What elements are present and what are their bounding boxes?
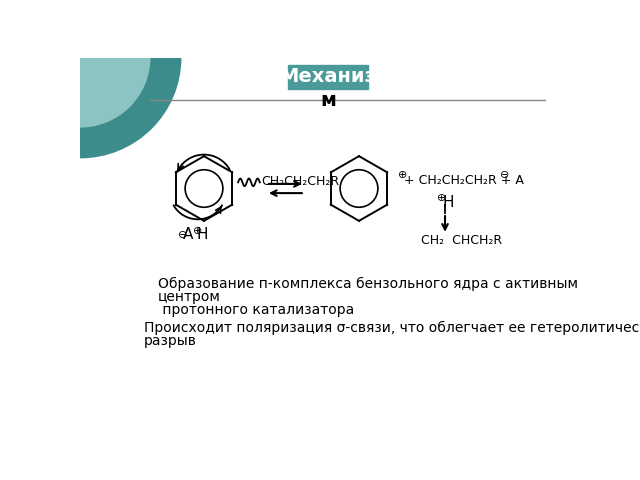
- Text: CH₂CH₂CH₂R: CH₂CH₂CH₂R: [261, 175, 339, 188]
- Text: ⊕: ⊕: [397, 170, 407, 180]
- Text: Происходит поляризация σ-связи, что облегчает ее гетеролитический: Происходит поляризация σ-связи, что обле…: [143, 321, 640, 335]
- Text: Образование п-комплекса бензольного ядра с активным: Образование п-комплекса бензольного ядра…: [157, 277, 577, 291]
- Text: H: H: [443, 195, 454, 210]
- Circle shape: [0, 0, 180, 158]
- Text: Механиз: Механиз: [280, 67, 376, 86]
- Text: H: H: [196, 227, 208, 242]
- Circle shape: [10, 0, 150, 127]
- Text: A: A: [183, 227, 194, 242]
- Text: CH₂  CHCH₂R: CH₂ CHCH₂R: [421, 234, 502, 247]
- Text: ⊖: ⊖: [500, 170, 509, 180]
- Text: + CH₂CH₂CH₂R + A: + CH₂CH₂CH₂R + A: [404, 174, 524, 187]
- Text: м: м: [320, 92, 336, 110]
- Text: центром: центром: [157, 290, 220, 304]
- Text: разрыв: разрыв: [143, 334, 196, 348]
- Text: протонного катализатора: протонного катализатора: [157, 303, 354, 317]
- Text: ⊕: ⊕: [193, 226, 202, 236]
- Text: ⊖: ⊖: [178, 230, 187, 240]
- FancyBboxPatch shape: [289, 64, 367, 89]
- Text: ⊕: ⊕: [436, 193, 446, 203]
